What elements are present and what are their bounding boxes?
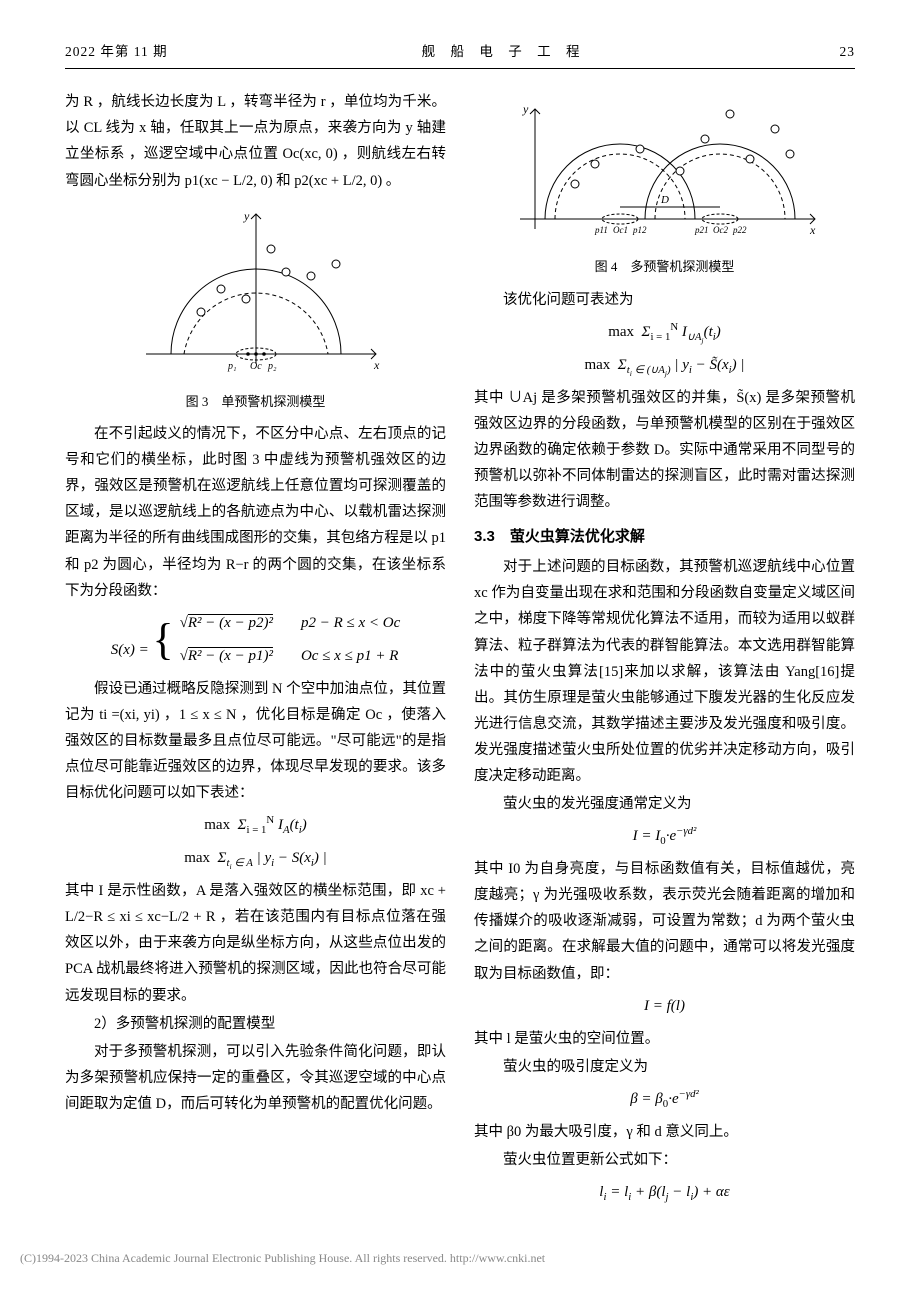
svg-text:Oc1: Oc1: [613, 225, 628, 235]
heading-3-3: 3.3 萤火虫算法优化求解: [474, 523, 855, 550]
fig4-svg: D x y p11 Oc1 p12 p21 Oc2: [505, 99, 825, 249]
svg-text:y: y: [522, 102, 529, 116]
svg-text:p11: p11: [594, 225, 608, 235]
para-l3: 假设已通过概略反隐探测到 N 个空中加油点位，其位置记为 ti =(xi, yi…: [65, 676, 446, 806]
equation-maxA: max Σi = 1N IA(ti): [65, 812, 446, 839]
svg-text:p₂: p₂: [267, 361, 277, 372]
equation-r1a: max Σi = 1N I∪Aj(ti): [474, 319, 855, 346]
svg-text:p21: p21: [694, 225, 709, 235]
para-r5: 其中 I0 为自身亮度，与目标函数值有关，目标值越优，亮度越亮；γ 为光强吸收系…: [474, 856, 855, 986]
equation-maxB: max Σti ∈ A | yi − S(xi) |: [65, 845, 446, 872]
equation-beta: β = β0·e−γd²: [474, 1086, 855, 1113]
left-column: 为 R ，航线长边长度为 L ，转弯半径为 r ，单位均为千米。以 CL 线为 …: [65, 89, 446, 1212]
equation-r1b: max Σti ∈ (∪Aj) | yi − S̃(xi) |: [474, 352, 855, 379]
para-r2: 其中 ∪Aj 是多架预警机强效区的并集，S̃(x) 是多架预警机强效区边界的分段…: [474, 385, 855, 515]
equation-li: li = li + β(lj − li) + αε: [474, 1179, 855, 1206]
svg-text:p₁: p₁: [227, 361, 236, 372]
para-r1: 该优化问题可表述为: [474, 287, 855, 313]
page-footer: (C)1994-2023 China Academic Journal Elec…: [0, 1242, 920, 1280]
two-column-body: 为 R ，航线长边长度为 L ，转弯半径为 r ，单位均为千米。以 CL 线为 …: [65, 89, 855, 1212]
para-r8: 其中 β0 为最大吸引度，γ 和 d 意义同上。: [474, 1119, 855, 1145]
svg-text:Oc2: Oc2: [713, 225, 728, 235]
header-journal: 舰 船 电 子 工 程: [422, 40, 586, 64]
svg-text:y: y: [243, 209, 250, 223]
para-r6: 其中 l 是萤火虫的空间位置。: [474, 1026, 855, 1052]
fig3-caption: 图 3 单预警机探测模型: [65, 390, 446, 413]
header-pagenum: 23: [840, 40, 856, 64]
figure-3: x y p₁ p₂ Oc: [65, 204, 446, 384]
svg-text:p22: p22: [732, 225, 747, 235]
header-issue: 2022 年第 11 期: [65, 40, 168, 64]
para-r3: 对于上述问题的目标函数，其预警机巡逻航线中心位置 xc 作为自变量出现在求和范围…: [474, 554, 855, 789]
para-l4: 其中 I 是示性函数，A 是落入强效区的横坐标范围，即 xc + L/2−R ≤…: [65, 878, 446, 1008]
para-r4: 萤火虫的发光强度通常定义为: [474, 791, 855, 817]
fig3-svg: x y p₁ p₂ Oc: [126, 204, 386, 384]
page-header: 2022 年第 11 期 舰 船 电 子 工 程 23: [65, 40, 855, 69]
para-l1: 为 R ，航线长边长度为 L ，转弯半径为 r ，单位均为千米。以 CL 线为 …: [65, 89, 446, 193]
fig4-caption: 图 4 多预警机探测模型: [474, 255, 855, 278]
figure-4: D x y p11 Oc1 p12 p21 Oc2: [474, 99, 855, 249]
svg-text:x: x: [809, 223, 816, 237]
svg-text:p12: p12: [632, 225, 647, 235]
equation-If: I = f(l): [474, 993, 855, 1020]
para-l5-head: 2）多预警机探测的配置模型: [65, 1011, 446, 1037]
para-r7: 萤火虫的吸引度定义为: [474, 1054, 855, 1080]
para-l2: 在不引起歧义的情况下，不区分中心点、左右顶点的记号和它们的横坐标，此时图 3 中…: [65, 421, 446, 604]
para-l5: 对于多预警机探测，可以引入先验条件简化问题，即认为多架预警机应保持一定的重叠区，…: [65, 1039, 446, 1117]
equation-Sx: S(x) = { R² − (x − p2)² p2 − R ≤ x < Oc …: [65, 610, 446, 670]
svg-text:Oc: Oc: [250, 361, 262, 372]
right-column: D x y p11 Oc1 p12 p21 Oc2: [474, 89, 855, 1212]
svg-text:x: x: [373, 358, 380, 372]
svg-text:D: D: [660, 194, 669, 206]
equation-I: I = I0·e−γd²: [474, 823, 855, 850]
para-r9: 萤火虫位置更新公式如下：: [474, 1147, 855, 1173]
